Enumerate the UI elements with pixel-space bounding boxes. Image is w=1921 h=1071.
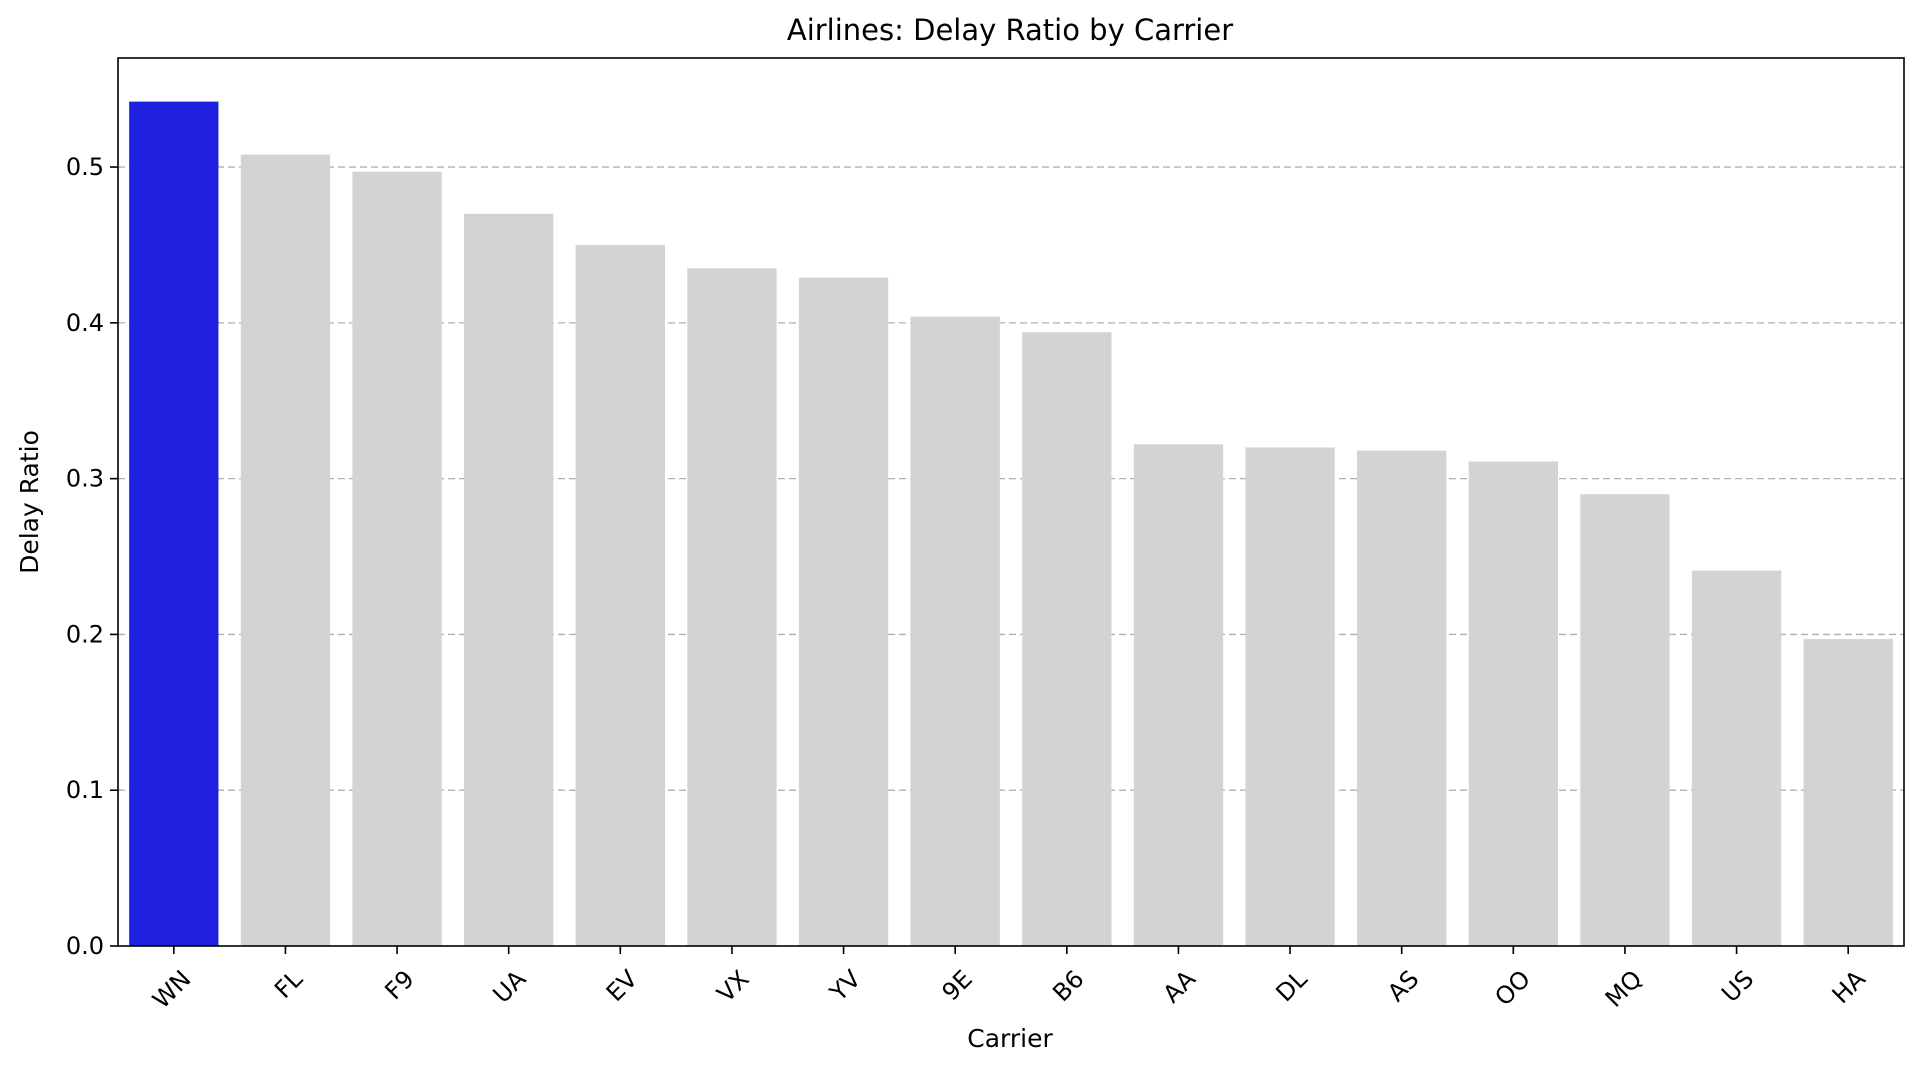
plot-frame bbox=[117, 57, 1905, 947]
x-tick-label: VX bbox=[712, 965, 755, 1008]
bar-f9 bbox=[352, 171, 442, 946]
x-tick-label: YV bbox=[824, 964, 867, 1007]
x-tick-label: US bbox=[1716, 965, 1759, 1008]
x-tick-label: OO bbox=[1489, 965, 1536, 1012]
x-tick-label: DL bbox=[1270, 964, 1313, 1007]
bar-b6 bbox=[1022, 332, 1112, 947]
bar-mq bbox=[1580, 494, 1670, 946]
x-axis-label: Carrier bbox=[967, 1024, 1053, 1053]
bar-ev bbox=[575, 244, 665, 946]
y-tick-label: 0.4 bbox=[66, 309, 104, 337]
bars bbox=[129, 101, 1893, 947]
bar-dl bbox=[1245, 447, 1335, 946]
bar-fl bbox=[240, 154, 331, 946]
x-tick-label: B6 bbox=[1047, 965, 1089, 1007]
bar-vx bbox=[687, 268, 777, 946]
bar-aa bbox=[1133, 444, 1224, 946]
bar-wn bbox=[129, 101, 219, 947]
y-tick-label: 0.1 bbox=[66, 776, 104, 804]
x-tick-label: EV bbox=[601, 964, 644, 1007]
y-tick-label: 0.3 bbox=[66, 465, 104, 493]
bar-ha bbox=[1803, 639, 1893, 946]
x-tick-label: F9 bbox=[379, 965, 419, 1005]
bar-ua bbox=[464, 213, 554, 946]
bar-as bbox=[1357, 450, 1447, 946]
y-axis-ticks: 0.0 0.1 0.2 0.3 0.4 0.5 bbox=[66, 153, 118, 960]
y-axis-label: Delay Ratio bbox=[15, 430, 44, 574]
x-tick-label: MQ bbox=[1600, 965, 1648, 1013]
y-tick-label: 0.0 bbox=[66, 932, 104, 960]
chart-title: Airlines: Delay Ratio by Carrier bbox=[787, 13, 1233, 47]
x-tick-label: AA bbox=[1158, 964, 1202, 1008]
x-axis-ticks: WN FL F9 UA EV VX YV 9E B6 AA DL AS OO MQ US HA bbox=[147, 946, 1871, 1014]
x-tick-label: 9E bbox=[937, 965, 978, 1006]
y-tick-label: 0.5 bbox=[66, 153, 104, 181]
x-tick-label: AS bbox=[1382, 965, 1424, 1007]
bar-yv bbox=[798, 277, 889, 946]
bar-oo bbox=[1468, 461, 1558, 946]
x-tick-label: FL bbox=[269, 964, 308, 1003]
bar-9e bbox=[910, 316, 1000, 946]
bar-us bbox=[1691, 570, 1782, 946]
x-tick-label: UA bbox=[488, 964, 532, 1008]
y-tick-label: 0.2 bbox=[66, 620, 104, 648]
x-tick-label: WN bbox=[147, 965, 196, 1014]
x-tick-label: HA bbox=[1827, 964, 1872, 1009]
